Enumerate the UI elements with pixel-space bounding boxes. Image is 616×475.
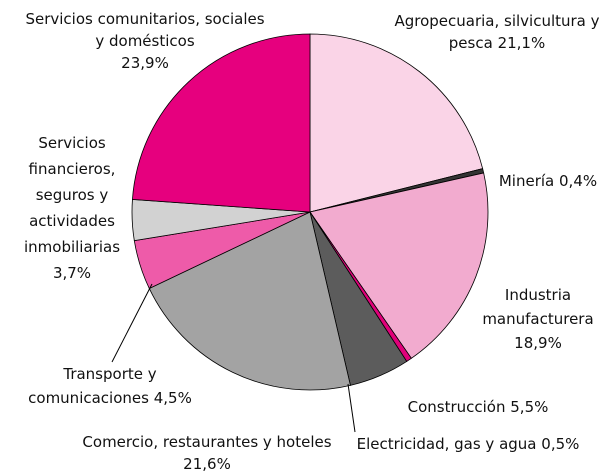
slice-label: Agropecuaria, silvicultura y pesca 21,1% [372, 10, 616, 54]
category-label: Agropecuaria, silvicultura y pesca [394, 12, 600, 52]
category-label: Minería [498, 172, 555, 190]
pie [131, 33, 489, 391]
slice-label: Comercio, restaurantes y hoteles 21,6% [77, 431, 337, 475]
slice-label: Servicios financieros, seguros y activid… [2, 130, 142, 286]
slice-label: Servicios comunitarios, sociales y domés… [20, 8, 270, 74]
category-label: Comercio, restaurantes y hoteles [82, 433, 332, 451]
slice-label: Industria manufacturera 18,9% [473, 283, 603, 355]
value-label: 4,5% [153, 389, 192, 407]
category-label: Servicios financieros, seguros y activid… [23, 134, 121, 256]
slice-label: Electricidad, gas y agua 0,5% [338, 433, 598, 455]
value-label: 21,6% [183, 455, 231, 473]
value-label: 0,5% [541, 435, 580, 453]
category-label: Electricidad, gas y agua [356, 435, 537, 453]
slice-label: Transporte y comunicaciones 4,5% [5, 362, 215, 410]
pie-slice [309, 172, 489, 359]
category-label: Construcción [407, 398, 506, 416]
value-label: 21,1% [497, 34, 546, 52]
value-label: 0,4% [559, 172, 598, 190]
leader-line [347, 383, 356, 433]
value-label: 5,5% [510, 398, 549, 416]
category-label: Servicios comunitarios, sociales y domés… [25, 10, 265, 50]
value-label: 3,7% [52, 264, 92, 282]
pie-slice [148, 211, 351, 391]
value-label: 18,9% [514, 334, 562, 352]
slice-label: Minería 0,4% [478, 170, 616, 192]
pie-slice [309, 33, 484, 213]
pie-slice [132, 33, 311, 213]
category-label: Transporte y comunicaciones [28, 365, 157, 407]
value-label: 23,9% [121, 54, 169, 72]
leader-line [111, 283, 153, 363]
slice-label: Construcción 5,5% [378, 396, 578, 418]
category-label: Industria manufacturera [482, 286, 594, 328]
